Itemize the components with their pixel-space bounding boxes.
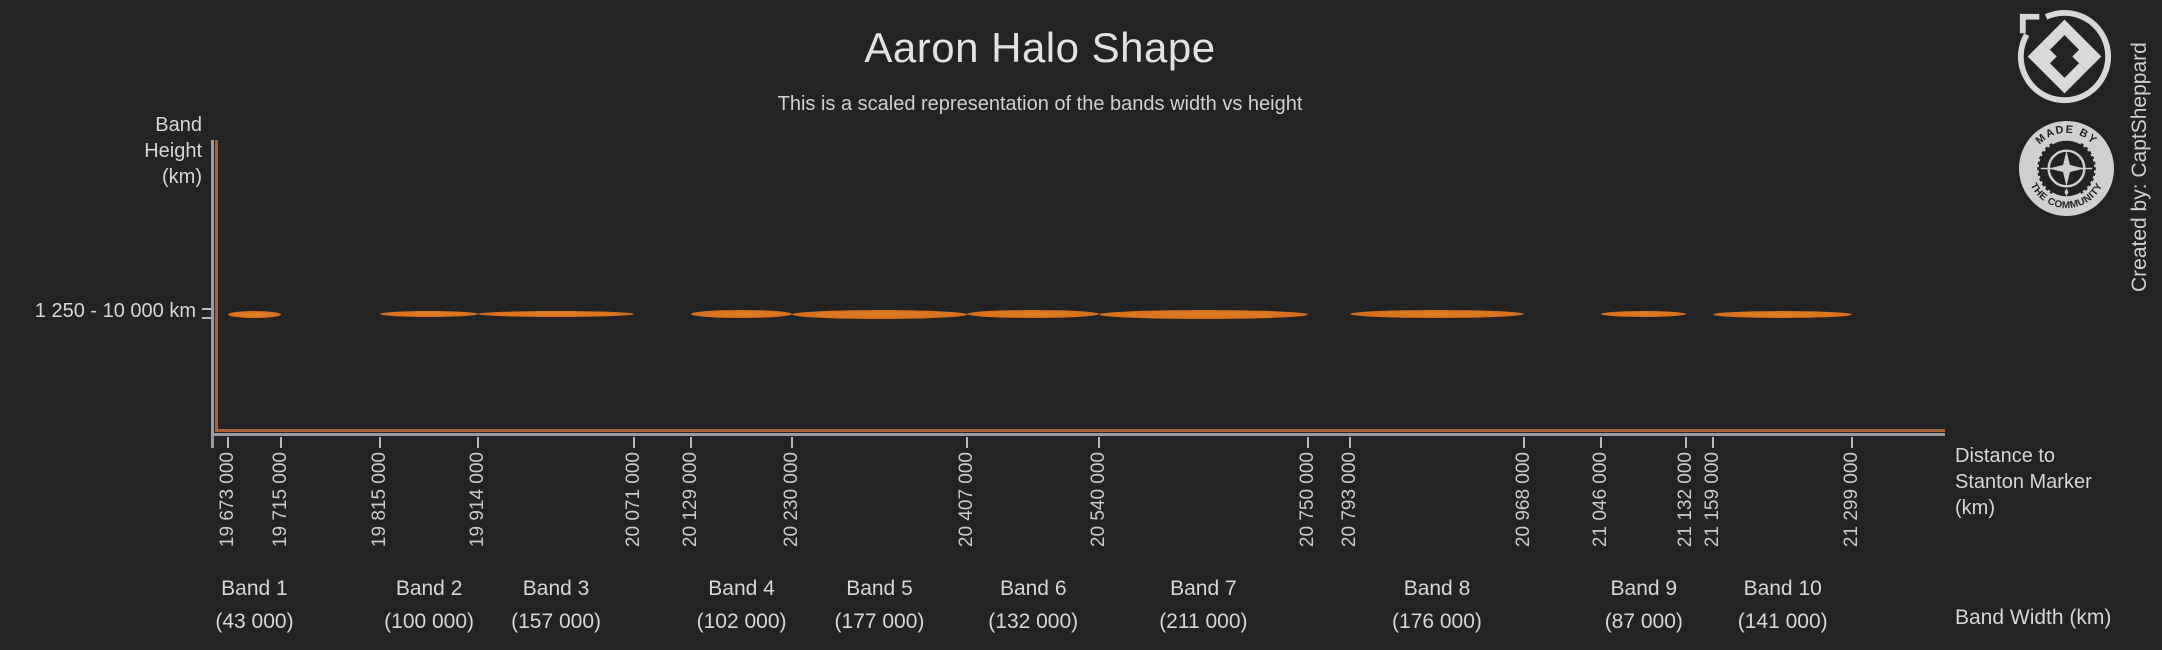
x-tick — [690, 437, 693, 448]
band-width-value: (211 000) — [1159, 610, 1248, 633]
x-tick — [632, 437, 635, 448]
x-axis-title-line: Distance to — [1955, 445, 2056, 467]
x-tick-label: 21 299 000 — [1841, 452, 1863, 548]
band-ellipse — [478, 311, 634, 317]
band-label: Band 6 (132 000) — [988, 572, 1078, 638]
chart-subtitle: This is a scaled representation of the b… — [777, 93, 1303, 115]
band-label: Band 3 (157 000) — [511, 572, 601, 638]
band-name: Band 3 — [522, 577, 590, 600]
band-width-value: (87 000) — [1604, 610, 1683, 633]
made-by-the-community-badge-icon: MADE BY THE COMMUNITY — [2018, 120, 2115, 217]
band-ellipse — [967, 310, 1100, 318]
x-tick-label: 20 750 000 — [1296, 452, 1318, 548]
y-axis-title-line: (km) — [162, 166, 202, 188]
x-tick — [379, 437, 381, 448]
x-tick-label: 19 914 000 — [467, 452, 489, 548]
band-ellipse — [380, 311, 479, 317]
band-width-value: (100 000) — [384, 610, 475, 633]
x-axis-line-orange — [215, 429, 1945, 432]
x-tick-label: 20 540 000 — [1088, 452, 1110, 548]
band-width-value: (177 000) — [834, 610, 925, 633]
y-axis-title-line: Height — [144, 140, 202, 162]
band-width-value: (176 000) — [1392, 610, 1482, 633]
band-name: Band 2 — [395, 577, 463, 600]
band-name: Band 9 — [1610, 577, 1678, 600]
x-tick — [279, 437, 282, 448]
x-tick — [227, 437, 230, 448]
x-tick — [790, 437, 793, 448]
band-label: Band 9 (87 000) — [1605, 572, 1683, 638]
x-axis-title: Distance to Stanton Marker (km) — [1955, 443, 2092, 521]
credit-vertical-text: Created by: CaptSheppard — [2128, 42, 2151, 292]
band-label: Band 5 (177 000) — [835, 572, 925, 638]
band-label: Band 4 (102 000) — [697, 572, 787, 638]
x-tick-label: 21 132 000 — [1675, 452, 1697, 548]
x-tick-label: 20 071 000 — [622, 452, 644, 548]
band-label: Band 8 (176 000) — [1392, 572, 1482, 638]
y-axis-title: Band Height (km) — [0, 112, 202, 190]
x-tick — [966, 437, 969, 448]
x-tick-label: 19 815 000 — [369, 452, 390, 548]
x-tick — [1522, 437, 1525, 448]
band-name: Band 8 — [1403, 577, 1471, 600]
x-tick — [1712, 437, 1715, 448]
x-tick-label: 20 407 000 — [956, 452, 978, 548]
band-ellipse — [228, 310, 281, 318]
x-tick-label: 19 715 000 — [269, 452, 291, 548]
x-axis-title-line: Stanton Marker — [1955, 471, 2092, 493]
x-tick-label: 20 230 000 — [780, 452, 802, 548]
band-ellipse — [1601, 311, 1687, 317]
band-label: Band 2 (100 000) — [384, 572, 474, 638]
band-width-value: (141 000) — [1737, 610, 1828, 633]
y-axis-line-gray — [211, 140, 214, 448]
x-tick-label: 20 129 000 — [680, 452, 702, 548]
x-tick — [1851, 437, 1854, 448]
x-tick — [1600, 437, 1603, 448]
x-tick-label: 19 673 000 — [217, 452, 239, 548]
x-tick-label: 20 968 000 — [1512, 452, 1534, 548]
band-width-value: (43 000) — [215, 610, 294, 633]
y-axis-title-line: Band — [155, 114, 202, 136]
band-name: Band 10 — [1743, 577, 1822, 600]
band-width-value: (157 000) — [511, 610, 602, 633]
band-width-value: (132 000) — [988, 610, 1079, 633]
x-tick-label: 21 159 000 — [1702, 452, 1724, 548]
x-tick — [1685, 437, 1688, 448]
x-tick-label: 21 046 000 — [1590, 452, 1612, 548]
x-tick — [477, 437, 480, 448]
chart-title: Aaron Halo Shape — [864, 24, 1216, 71]
x-tick-label: 20 793 000 — [1339, 452, 1361, 548]
band-name: Band 5 — [846, 577, 913, 600]
y-axis-range-label: 1 250 - 10 000 km — [34, 300, 196, 322]
band-label: Band 1 (43 000) — [215, 572, 293, 638]
band-ellipse — [691, 310, 792, 318]
band-name: Band 4 — [708, 577, 775, 600]
x-tick — [1306, 437, 1309, 448]
band-name: Band 1 — [221, 577, 288, 600]
y-range-tick-top — [202, 308, 211, 310]
y-range-tick-bottom — [202, 317, 211, 319]
x-tick — [1349, 437, 1352, 448]
band-ellipse — [1099, 309, 1308, 319]
band-name: Band 7 — [1170, 577, 1237, 600]
band-label: Band 7 (211 000) — [1159, 572, 1247, 638]
band-ellipse — [1350, 310, 1524, 318]
x-axis-title-line: (km) — [1955, 497, 1995, 519]
band-width-axis-label: Band Width (km) — [1955, 606, 2112, 629]
band-ellipse — [1713, 310, 1853, 318]
band-label: Band 10 (141 000) — [1738, 572, 1828, 638]
band-ellipse — [791, 309, 968, 319]
diamond-s-logo-icon — [2017, 10, 2112, 104]
x-axis-line-gray — [211, 433, 1945, 436]
band-width-value: (102 000) — [696, 610, 787, 633]
x-tick — [1098, 437, 1101, 448]
band-name: Band 6 — [999, 577, 1067, 600]
y-axis-line-orange — [215, 140, 218, 432]
